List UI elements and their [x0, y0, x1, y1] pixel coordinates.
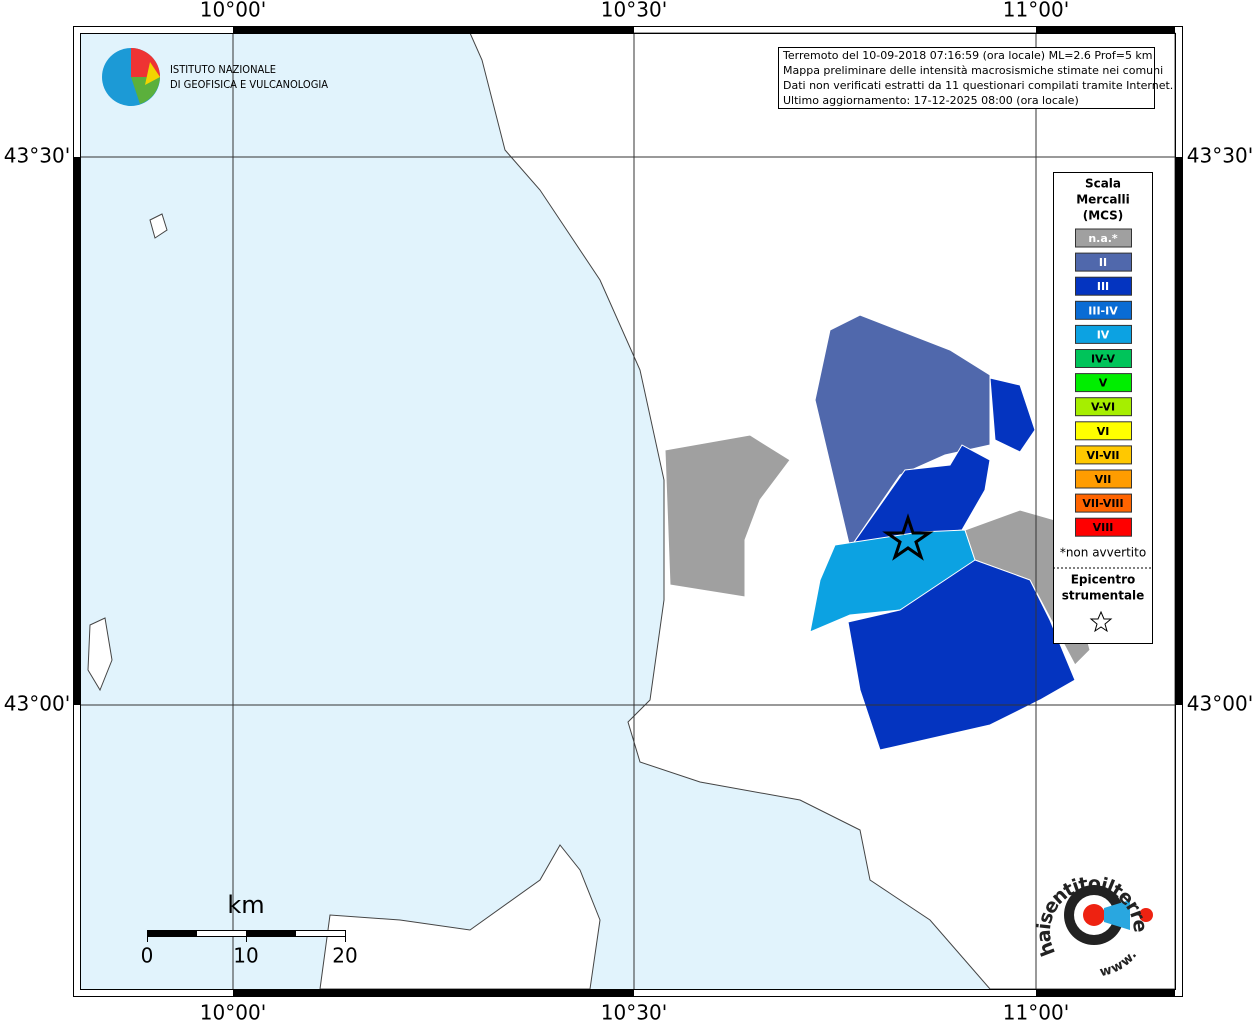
- legend-swatch: [1075, 421, 1132, 441]
- legend-label: VII: [1095, 473, 1112, 486]
- legend-label: VI: [1097, 425, 1110, 438]
- island: [319, 844, 601, 990]
- coord-label: 43°00': [1187, 692, 1253, 716]
- legend-title: (MCS): [1083, 209, 1124, 223]
- watermark-dot: [1139, 908, 1153, 922]
- legend-epicenter: strumentale: [1062, 589, 1145, 603]
- legend-title: Mercalli: [1076, 193, 1130, 207]
- legend-title: Scala: [1085, 177, 1121, 191]
- scale-bar-segment: [147, 930, 197, 937]
- legend-label: IV: [1097, 328, 1110, 341]
- legend-note: *non avvertito: [1060, 546, 1146, 560]
- ingv-globe-segment: [145, 62, 160, 85]
- legend-swatch: [1075, 493, 1132, 513]
- frame-bar: [233, 989, 634, 996]
- legend-label: VI-VII: [1086, 449, 1119, 462]
- frame-bar: [1036, 989, 1175, 996]
- info-line: Dati non verificati estratti da 11 quest…: [783, 79, 1173, 92]
- legend-swatch: [1075, 228, 1132, 248]
- institute-name: DI GEOFISICA E VULCANOLOGIA: [170, 78, 328, 91]
- scale-label: 0: [141, 944, 154, 968]
- legend: Scala Mercalli (MCS) *non avvertito Epic…: [1053, 172, 1153, 644]
- legend-swatch: [1075, 445, 1132, 465]
- municipality: [664, 434, 791, 598]
- frame-bar: [1036, 26, 1175, 33]
- info-line: Mappa preliminare delle intensità macros…: [783, 64, 1163, 77]
- coord-label: 10°00': [200, 0, 266, 22]
- legend-swatch: [1075, 469, 1132, 489]
- scale-label: 10: [233, 944, 258, 968]
- coord-label: 43°30': [1187, 144, 1253, 168]
- legend-swatch: [1075, 300, 1132, 320]
- legend-epicenter: Epicentro: [1071, 573, 1136, 587]
- coord-label: 10°00': [200, 1001, 266, 1025]
- info-line: Terremoto del 10-09-2018 07:16:59 (ora l…: [782, 49, 1153, 62]
- legend-label: V: [1099, 377, 1108, 390]
- info-box: [778, 47, 1155, 109]
- legend-label: IV-V: [1091, 353, 1116, 366]
- municipality: [847, 559, 1076, 751]
- coord-label: 11°00': [1003, 1001, 1069, 1025]
- municipality: [989, 377, 1036, 453]
- frame-bar: [73, 157, 80, 705]
- legend-label: III-IV: [1088, 304, 1118, 317]
- islet: [87, 617, 113, 692]
- watermark-speaker: [1104, 900, 1130, 930]
- legend-label: VIII: [1093, 521, 1114, 534]
- legend-swatch: [1075, 397, 1132, 417]
- legend-label: n.a.*: [1088, 232, 1118, 245]
- legend-label: VII-VIII: [1082, 497, 1123, 510]
- legend-swatch: [1075, 276, 1132, 296]
- coord-label: 10°30': [601, 0, 667, 22]
- legend-swatch: [1075, 349, 1132, 368]
- info-line: Ultimo aggiornamento: 17-12-2025 08:00 (…: [783, 94, 1079, 107]
- coord-label: 43°30': [4, 144, 70, 168]
- legend-swatch: [1075, 252, 1132, 272]
- scale-bar-segment: [246, 930, 296, 937]
- institute-name: ISTITUTO NAZIONALE: [170, 63, 276, 76]
- frame-bar: [233, 26, 634, 33]
- frame-bar: [1175, 157, 1182, 705]
- legend-star: [1089, 610, 1113, 633]
- watermark-ring: [1083, 904, 1105, 926]
- coord-label: 10°30': [601, 1001, 667, 1025]
- legend-label: III: [1097, 280, 1109, 293]
- legend-label: V-VI: [1091, 401, 1115, 414]
- epicenter-star: [882, 513, 934, 561]
- islet: [149, 213, 168, 239]
- municipality: [814, 314, 991, 550]
- legend-label: II: [1099, 256, 1107, 269]
- legend-swatch: [1075, 324, 1132, 344]
- scale-unit: km: [227, 891, 264, 919]
- scale-label: 20: [332, 944, 357, 968]
- coord-label: 11°00': [1003, 0, 1069, 22]
- coord-label: 43°00': [4, 692, 70, 716]
- ingv-globe-segment: [131, 77, 160, 104]
- legend-swatch: [1075, 517, 1132, 537]
- legend-swatch: [1075, 373, 1132, 393]
